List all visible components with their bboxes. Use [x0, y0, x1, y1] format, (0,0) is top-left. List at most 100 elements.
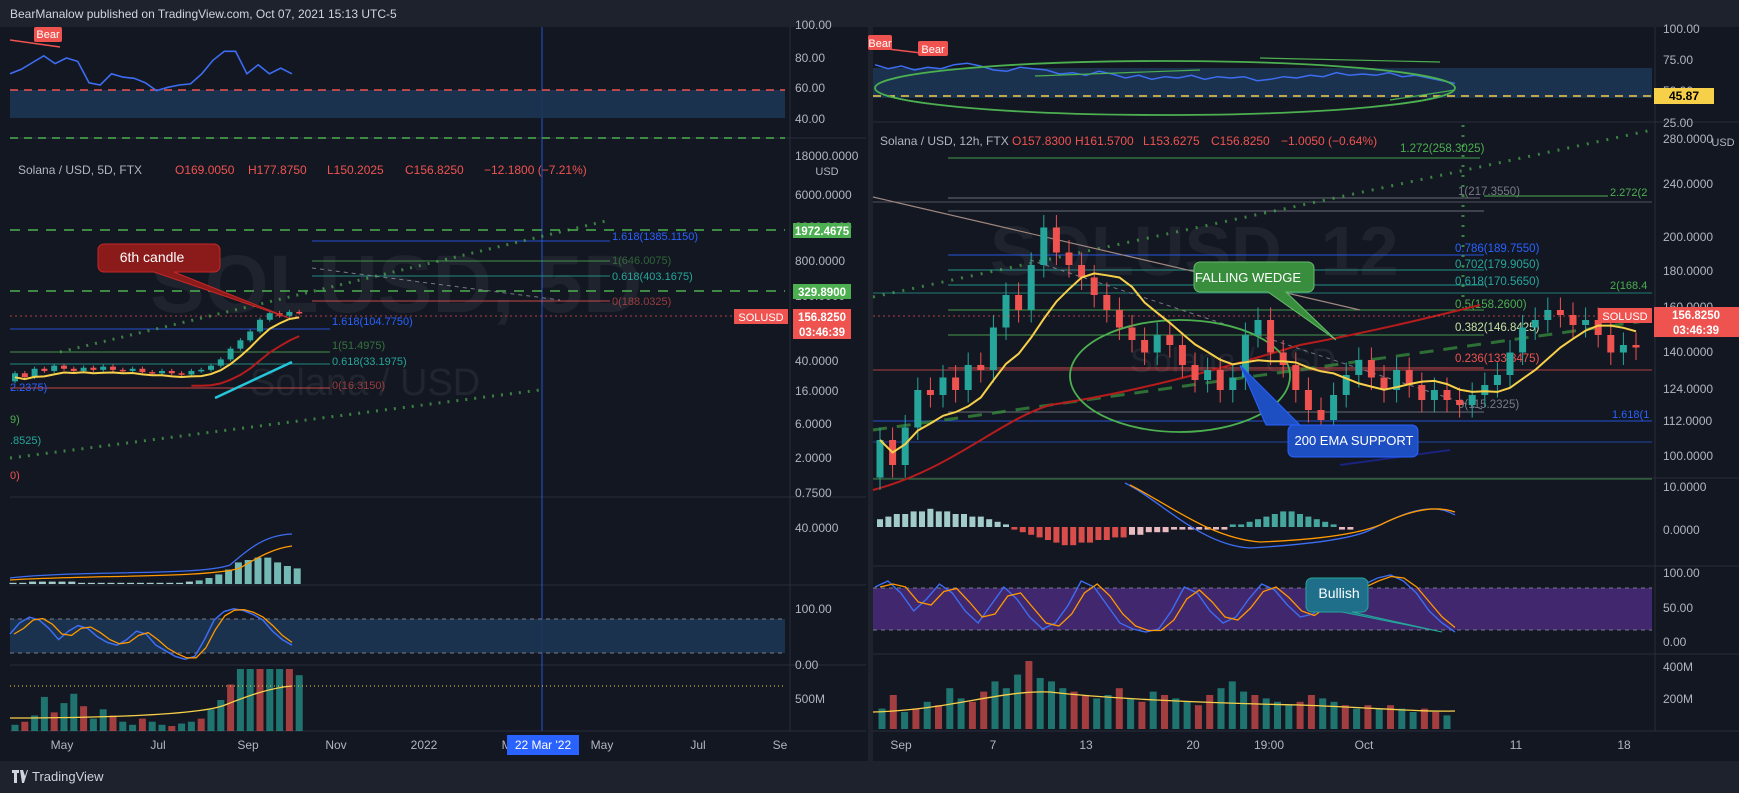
- right-volume-bar: [1330, 701, 1338, 729]
- left-candle: [31, 368, 38, 378]
- right-macd-bar: [1297, 514, 1303, 527]
- right-volume-bar: [991, 681, 999, 729]
- right-macd-bar: [1238, 524, 1245, 527]
- left-callout-6th-candle: [97, 243, 290, 319]
- right-callout-ema-text: 200 EMA SUPPORT: [1295, 433, 1414, 448]
- right-main-tick: 100.0000: [1663, 449, 1713, 463]
- right-macd-bar: [1070, 527, 1077, 546]
- left-candle: [247, 331, 254, 341]
- left-candle: [168, 370, 175, 374]
- right-macd-bar: [1196, 527, 1203, 530]
- left-volume-bar: [70, 693, 78, 731]
- left-time-tick: May: [591, 738, 614, 752]
- right-candle: [1607, 335, 1615, 353]
- right-macd-bar: [1028, 527, 1035, 535]
- right-macd-bar: [1129, 527, 1135, 535]
- right-macd-bar: [1229, 524, 1236, 527]
- right-macd-bar: [1019, 527, 1026, 533]
- left-candle: [178, 373, 185, 375]
- right-callout-ema-support: [1239, 364, 1419, 458]
- right-volume-bar: [935, 705, 942, 729]
- right-candle: [1330, 395, 1338, 420]
- right-candle: [1342, 375, 1350, 395]
- left-volume-bar: [50, 712, 58, 731]
- right-candle: [1090, 277, 1098, 295]
- right-macd-bar: [1045, 527, 1051, 540]
- right-volume-bar: [1364, 705, 1372, 729]
- left-candle: [21, 373, 28, 378]
- right-rsi-price-text: 45.87: [1669, 89, 1699, 103]
- left-price-label-text: 329.8900: [798, 287, 846, 299]
- right-candle: [1128, 327, 1136, 340]
- right-candle: [1229, 377, 1237, 390]
- right-volume-bar: [912, 708, 920, 729]
- left-price-label: [793, 324, 851, 339]
- left-candle: [80, 367, 87, 371]
- left-price-label-text: 1972.4675: [795, 226, 850, 238]
- right-callout-falling-wedge: [1193, 261, 1337, 341]
- left-macd-bar: [195, 580, 203, 584]
- right-macd-bar: [893, 514, 900, 527]
- right-macd-bar: [1061, 527, 1068, 546]
- right-time-tick: 19:00: [1254, 738, 1284, 752]
- left-volume-bar: [227, 684, 235, 731]
- left-macd-bar: [146, 582, 154, 584]
- left-bear-label: Bear: [36, 29, 60, 41]
- left-rsi-band: [10, 90, 785, 118]
- left-fib-upper-label: 1.618(1385.1150): [612, 231, 698, 243]
- right-candle: [1481, 385, 1489, 395]
- left-legend-high: H177.8750: [248, 163, 307, 177]
- right-macd-bar: [1095, 527, 1102, 540]
- right-ema-yellow: [879, 272, 1637, 454]
- chart-canvas[interactable]: Bear 100.00 80.00 60.00 40.00 Solana / USD, 5…: [0, 0, 1739, 761]
- right-candle: [1506, 352, 1514, 375]
- left-ema-cyan: [214, 360, 293, 400]
- right-symbol-tag: [1598, 308, 1652, 323]
- right-volume-bar: [1409, 712, 1417, 729]
- left-main-tick: 16.0000: [795, 384, 839, 398]
- right-volume-bar: [1285, 705, 1293, 729]
- right-main-tick: 280.0000: [1663, 132, 1713, 146]
- right-volume-bar: [1262, 698, 1270, 729]
- right-macd-bar: [1137, 527, 1144, 535]
- right-volume-bar: [1127, 698, 1135, 729]
- left-volume-bar: [119, 721, 127, 731]
- right-candle: [1556, 310, 1564, 315]
- right-macd-bar: [1053, 527, 1060, 543]
- right-support-ellipse: [1069, 319, 1291, 433]
- right-time-tick: Oct: [1355, 738, 1374, 752]
- right-rsi-tick: 75.00: [1663, 53, 1693, 67]
- left-crosshair-date-text: 22 Mar '22: [515, 738, 572, 752]
- left-fib-lower-label: 1(51.4975): [332, 340, 385, 352]
- right-volume-bar: [1036, 678, 1044, 729]
- right-candle: [1141, 340, 1149, 353]
- left-symbol-tag-text: SOLUSD: [738, 312, 783, 324]
- right-rsi-trend: [1034, 57, 1456, 101]
- right-macd-bar: [1003, 524, 1009, 527]
- right-macd-bar: [994, 521, 1001, 527]
- left-macd-bar: [215, 574, 223, 584]
- right-macd-bar: [1288, 511, 1295, 527]
- left-price-label: [793, 284, 851, 299]
- right-candle: [1153, 335, 1161, 353]
- left-macd-bar: [38, 581, 46, 584]
- pane-divider: [868, 27, 873, 761]
- left-macd-bar: [87, 582, 95, 584]
- left-crosshair-date-badge: [507, 735, 579, 755]
- left-fib-lower-label: 0.618(33.1975): [332, 356, 407, 368]
- right-volume-bar: [1443, 715, 1451, 729]
- left-volume-bar: [168, 726, 176, 731]
- left-candle: [51, 365, 58, 371]
- right-candle: [977, 365, 985, 370]
- left-macd-line: [9, 533, 293, 579]
- right-volume-bar: [1172, 698, 1180, 729]
- right-fib-label: 0.236(133.8475): [1455, 353, 1540, 365]
- right-macd-bar: [1187, 527, 1194, 530]
- right-candle: [1078, 265, 1086, 278]
- right-candle: [1052, 227, 1060, 253]
- right-candle: [1418, 385, 1426, 400]
- right-macd-bar: [1305, 516, 1312, 527]
- left-volume-bar: [80, 706, 88, 731]
- left-edge-label: .8525): [10, 435, 41, 447]
- left-macd-bar: [19, 582, 27, 584]
